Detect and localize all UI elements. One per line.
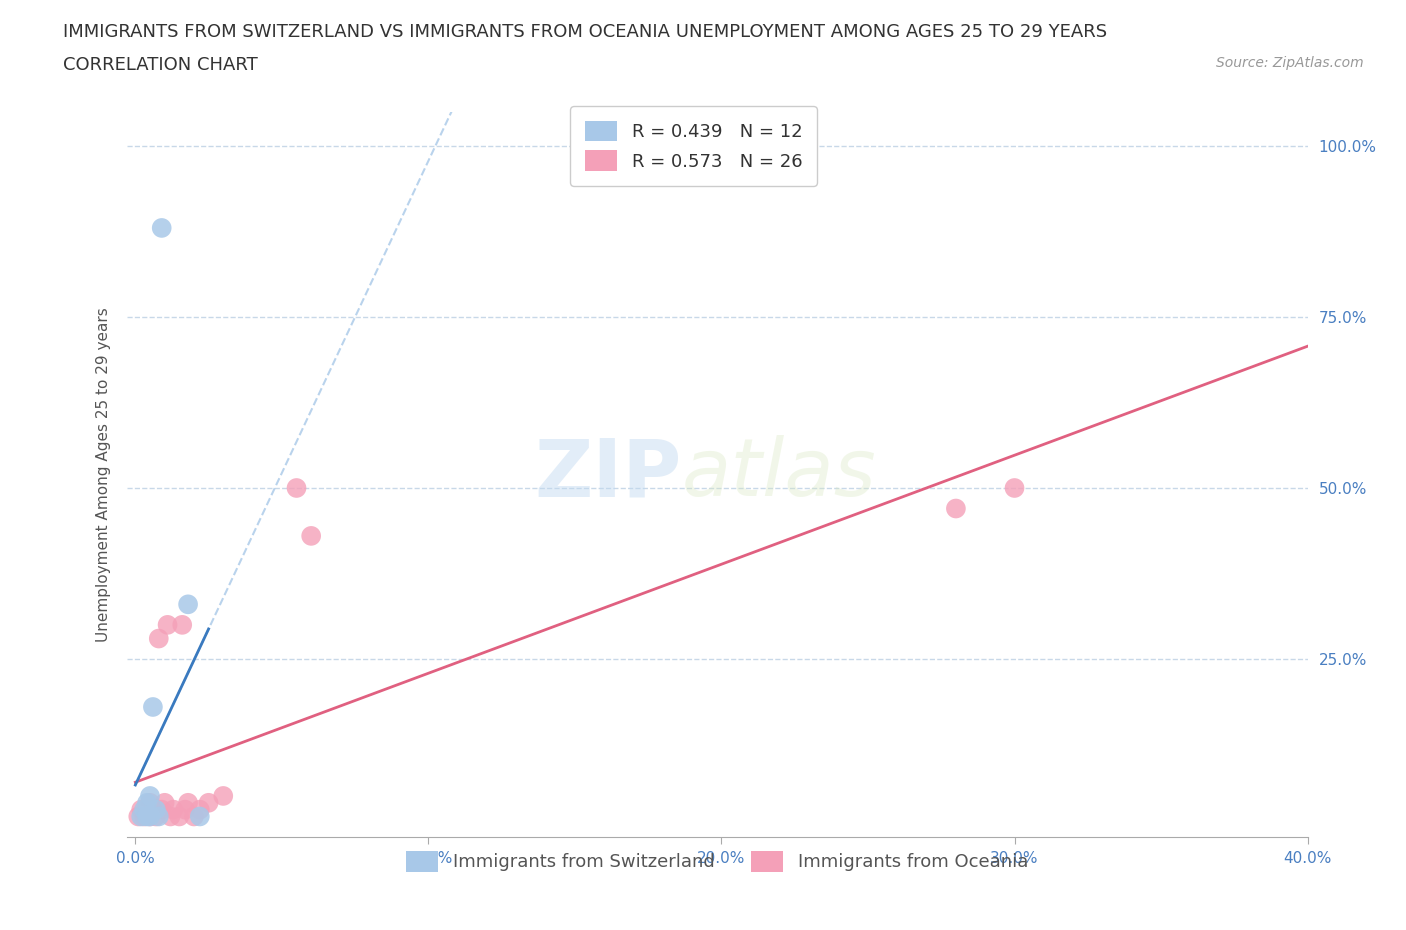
- Point: [129, 809, 152, 824]
- Point: [142, 803, 165, 817]
- Point: [169, 809, 191, 824]
- Point: [172, 618, 194, 632]
- Point: [299, 528, 322, 543]
- Text: IMMIGRANTS FROM SWITZERLAND VS IMMIGRANTS FROM OCEANIA UNEMPLOYMENT AMONG AGES 2: IMMIGRANTS FROM SWITZERLAND VS IMMIGRANT…: [63, 23, 1108, 41]
- Text: atlas: atlas: [682, 435, 876, 513]
- Point: [148, 631, 170, 646]
- Point: [150, 803, 173, 817]
- Point: [197, 795, 219, 810]
- Point: [136, 803, 159, 817]
- Point: [212, 789, 235, 804]
- Point: [139, 795, 162, 810]
- Text: Source: ZipAtlas.com: Source: ZipAtlas.com: [1216, 56, 1364, 70]
- Point: [148, 809, 170, 824]
- Point: [159, 809, 181, 824]
- Point: [136, 809, 159, 824]
- Point: [183, 809, 205, 824]
- Point: [129, 803, 152, 817]
- Point: [188, 803, 211, 817]
- Point: [134, 803, 156, 817]
- Point: [1004, 481, 1026, 496]
- Text: CORRELATION CHART: CORRELATION CHART: [63, 56, 259, 73]
- Text: ZIP: ZIP: [534, 435, 682, 513]
- Point: [142, 699, 165, 714]
- Point: [153, 795, 176, 810]
- Point: [285, 481, 308, 496]
- Point: [127, 809, 149, 824]
- Point: [156, 618, 179, 632]
- Point: [177, 597, 200, 612]
- Point: [174, 803, 197, 817]
- Point: [134, 809, 156, 824]
- Point: [945, 501, 967, 516]
- Point: [139, 809, 162, 824]
- Point: [145, 803, 167, 817]
- Point: [136, 795, 159, 810]
- Point: [139, 809, 162, 824]
- Point: [139, 789, 162, 804]
- Point: [177, 795, 200, 810]
- Legend: Immigrants from Switzerland, Immigrants from Oceania: Immigrants from Switzerland, Immigrants …: [399, 844, 1035, 879]
- Point: [150, 220, 173, 235]
- Point: [188, 809, 211, 824]
- Point: [162, 803, 184, 817]
- Point: [145, 809, 167, 824]
- Y-axis label: Unemployment Among Ages 25 to 29 years: Unemployment Among Ages 25 to 29 years: [96, 307, 111, 642]
